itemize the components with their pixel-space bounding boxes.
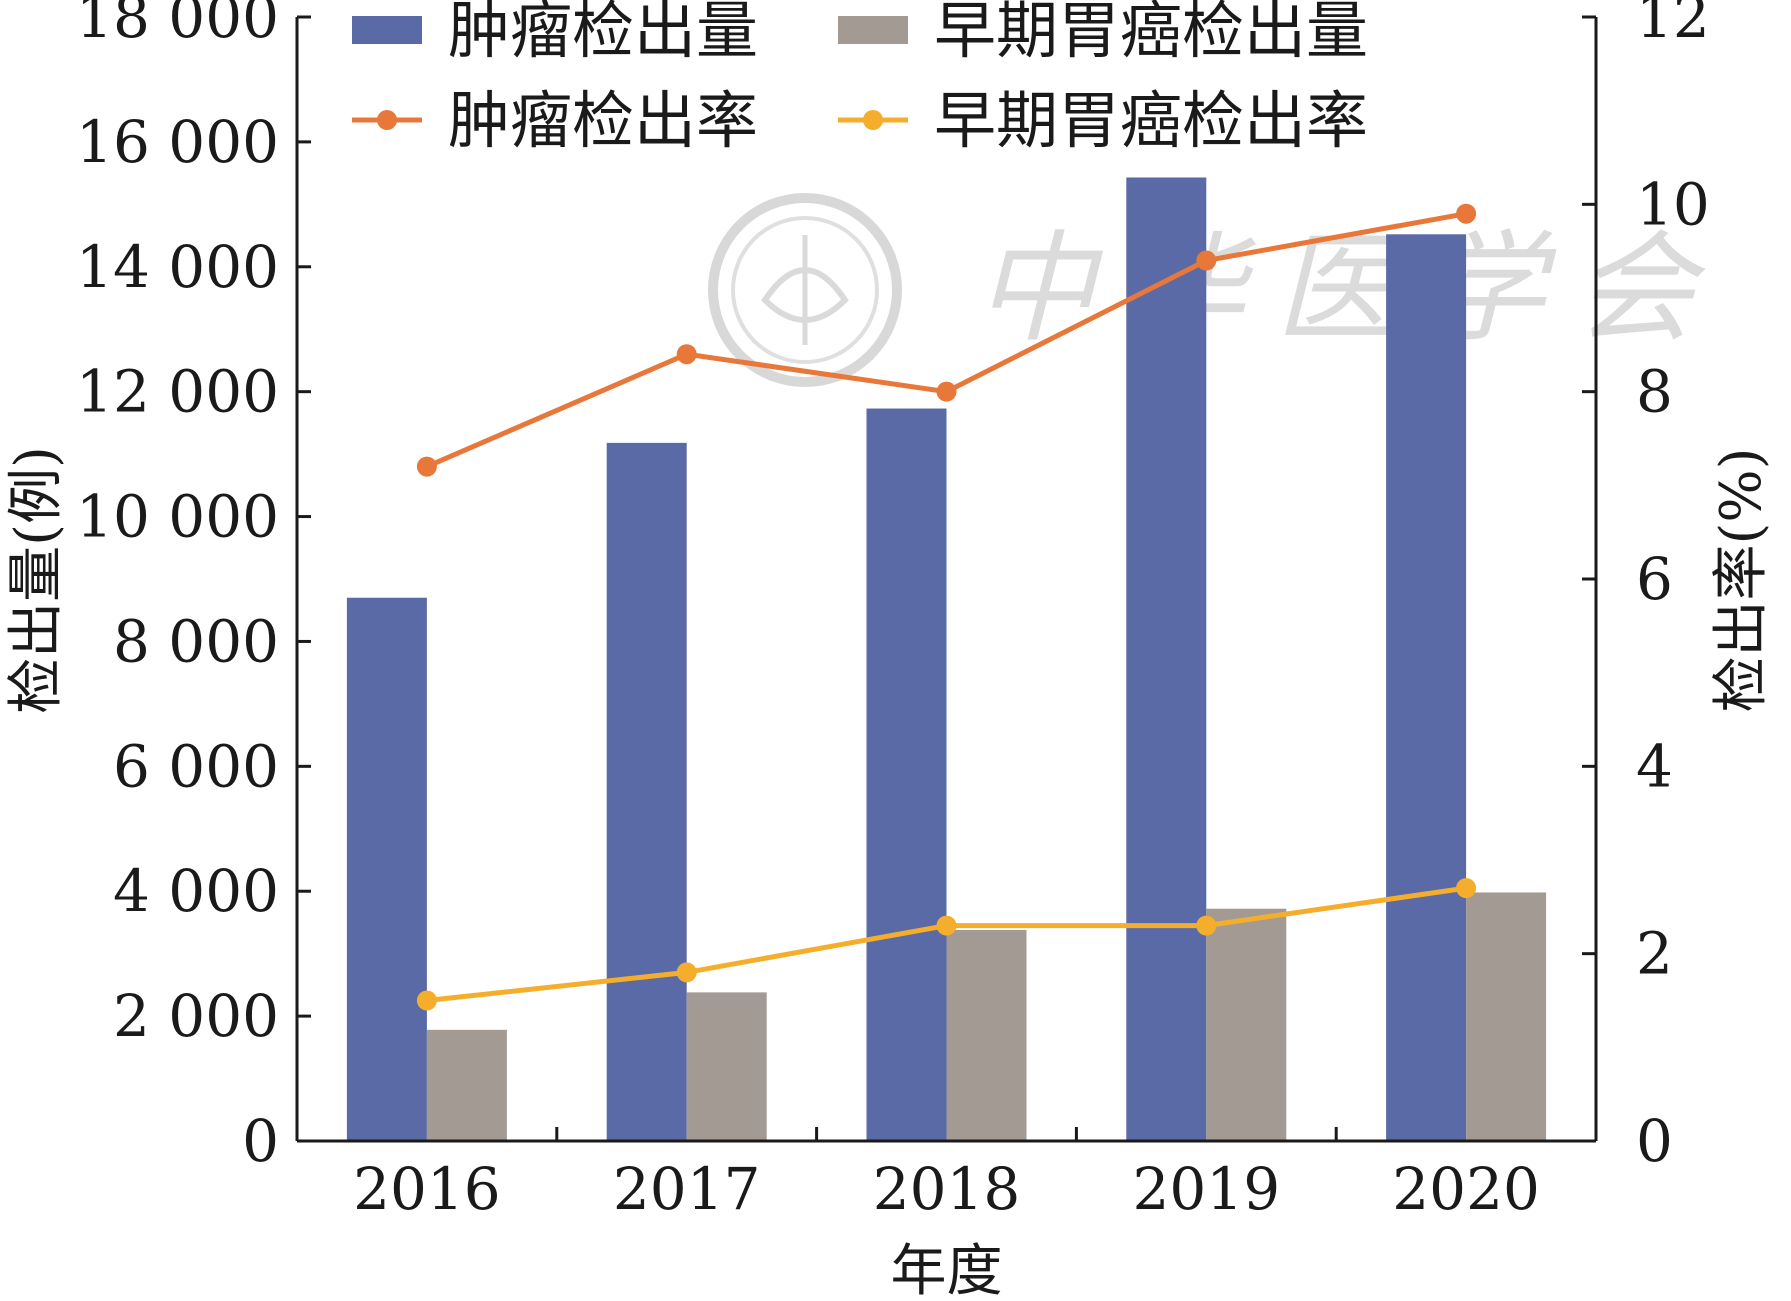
legend-label: 早期胃癌检出率	[934, 84, 1368, 157]
point-tumor-rate-2019	[1196, 250, 1217, 271]
legend-item-early-gastric-count: 早期胃癌检出量	[838, 0, 1368, 67]
legend-item-tumor-count: 肿瘤检出量	[352, 0, 758, 67]
y-left-tick-label: 8 000	[113, 607, 279, 675]
watermark-seal-icon	[708, 193, 902, 387]
watermark-text: 中华医学会	[975, 220, 1725, 359]
y-axis-left-title: 检出量(例)	[4, 446, 69, 714]
y-right-tick-label: 10	[1636, 170, 1710, 238]
point-early-gastric-rate-2017	[676, 962, 697, 983]
y-left-tick-label: 18 000	[76, 0, 279, 51]
x-tick-label-2018: 2018	[873, 1155, 1021, 1223]
legend-swatch	[838, 16, 908, 44]
x-tick-label-2019: 2019	[1132, 1155, 1280, 1223]
point-tumor-rate-2020	[1456, 203, 1477, 224]
bar-early-gastric-2018	[946, 929, 1027, 1141]
legend-label: 早期胃癌检出量	[934, 0, 1368, 67]
y-right-tick-label: 8	[1636, 358, 1673, 426]
axes: 0 2 000 4 000 6 000 8 000 10 000 12 000 14 000 1…	[4, 0, 1774, 1301]
point-early-gastric-rate-2020	[1456, 878, 1477, 899]
legend-swatch	[352, 16, 422, 44]
x-tick-label-2017: 2017	[613, 1155, 761, 1223]
point-early-gastric-rate-2019	[1196, 915, 1217, 936]
point-early-gastric-rate-2018	[936, 915, 957, 936]
bar-early-gastric-2019	[1206, 908, 1287, 1141]
legend-marker	[863, 110, 883, 130]
legend-marker	[377, 110, 397, 130]
y-left-tick-label: 10 000	[76, 483, 279, 551]
y-right-tick-label: 4	[1636, 732, 1673, 800]
bar-tumor-2020	[1386, 234, 1467, 1142]
point-early-gastric-rate-2016	[416, 990, 437, 1011]
y-left-tick-label: 12 000	[76, 358, 279, 426]
y-left-tick-label: 0	[242, 1107, 279, 1175]
y-left-tick-label: 14 000	[76, 233, 279, 301]
bar-tumor-2016	[346, 597, 427, 1141]
point-tumor-rate-2017	[676, 344, 697, 365]
y-right-tick-label: 0	[1636, 1107, 1673, 1175]
bar-early-gastric-2020	[1466, 892, 1547, 1141]
x-axis-title: 年度	[891, 1239, 1003, 1301]
legend-item-early-gastric-rate: 早期胃癌检出率	[838, 84, 1368, 157]
point-tumor-rate-2016	[416, 456, 437, 477]
point-tumor-rate-2018	[936, 381, 957, 402]
y-left-tick-label: 2 000	[113, 982, 279, 1050]
watermark: 中华医学会	[708, 193, 1725, 387]
y-axis-right-title: 检出率(%)	[1709, 448, 1774, 713]
legend-label: 肿瘤检出率	[448, 84, 758, 157]
y-right-tick-label: 12	[1636, 0, 1710, 51]
y-left-tick-label: 6 000	[113, 732, 279, 800]
bar-tumor-2018	[866, 408, 947, 1141]
y-right-tick-label: 2	[1636, 920, 1673, 988]
bar-early-gastric-2017	[686, 992, 767, 1141]
legend-item-tumor-rate: 肿瘤检出率	[352, 84, 758, 157]
bar-early-gastric-2016	[426, 1029, 507, 1141]
bar-tumor-2019	[1126, 177, 1207, 1141]
plot-area	[346, 177, 1547, 1142]
x-tick-label-2016: 2016	[353, 1155, 501, 1223]
y-right-tick-label: 6	[1636, 545, 1673, 613]
y-left-tick-label: 4 000	[113, 857, 279, 925]
legend-label: 肿瘤检出量	[448, 0, 758, 67]
x-tick-label-2020: 2020	[1392, 1155, 1540, 1223]
y-left-tick-label: 16 000	[76, 108, 279, 176]
bar-tumor-2017	[606, 442, 687, 1142]
